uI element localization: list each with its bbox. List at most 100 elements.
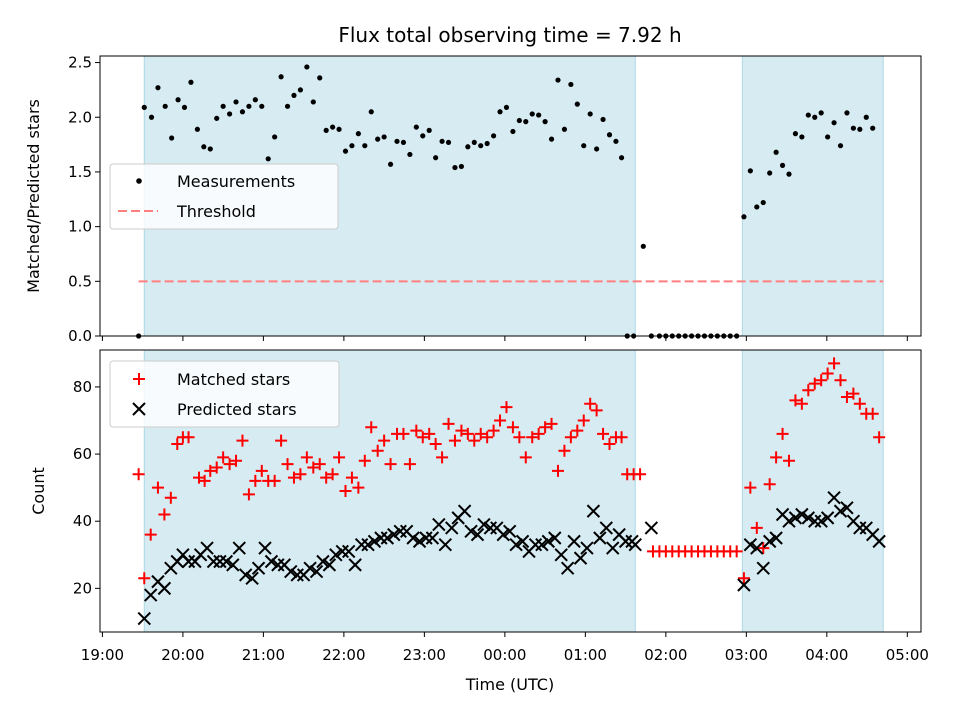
predicted-star-point xyxy=(795,507,809,522)
matched-star-point xyxy=(333,451,346,464)
matched-star-point xyxy=(776,427,789,440)
matched-star-point xyxy=(371,444,384,457)
y-tick-label: 2.5 xyxy=(68,54,92,72)
measurement-point xyxy=(317,75,323,81)
predicted-star-point xyxy=(801,511,816,525)
matched-star-point xyxy=(821,367,834,380)
measurement-point xyxy=(741,214,747,220)
predicted-star-point xyxy=(743,538,758,552)
predicted-star-point xyxy=(342,544,356,559)
matched-star-point xyxy=(750,521,763,534)
top-y-axis-label: Matched/Predicted stars xyxy=(24,99,43,293)
matched-star-point xyxy=(526,431,539,444)
measurement-point xyxy=(201,144,207,150)
predicted-legend-marker xyxy=(132,402,146,416)
matched-star-point xyxy=(757,542,770,555)
matched-star-point xyxy=(242,488,255,501)
measurement-point xyxy=(613,138,619,144)
predicted-star-point xyxy=(457,504,472,518)
x-tick-label: 01:00 xyxy=(564,646,607,664)
observing-span xyxy=(741,349,884,633)
matched-star-point xyxy=(873,431,886,444)
matched-star-point xyxy=(138,572,151,585)
matched-star-point xyxy=(384,458,397,471)
measurement-point xyxy=(148,114,155,120)
predicted-star-point xyxy=(374,531,388,545)
measurement-point xyxy=(812,114,818,120)
measurement-point xyxy=(561,126,568,132)
measurement-point xyxy=(548,136,555,142)
measurement-point xyxy=(349,143,355,149)
legend-threshold: Threshold xyxy=(176,202,256,221)
top-panel: 0.0 0.5 1.0 1.5 2.0 2.5 Matched/Predicted sta… xyxy=(24,54,922,345)
predicted-star-point xyxy=(509,538,523,552)
x-tick-label: 22:00 xyxy=(322,646,365,664)
matched-star-point xyxy=(474,427,487,440)
matched-star-point xyxy=(144,528,157,541)
matched-star-point xyxy=(410,424,423,437)
predicted-star-point xyxy=(840,501,854,515)
predicted-star-point xyxy=(470,527,485,542)
predicted-star-point xyxy=(290,568,304,582)
measurement-point xyxy=(536,112,542,118)
matched-star-point xyxy=(268,474,281,487)
predicted-star-point xyxy=(528,538,543,552)
matched-star-point xyxy=(789,394,802,407)
x-tick-label: 05:00 xyxy=(886,646,929,664)
predicted-star-point xyxy=(361,538,375,552)
measurement-point xyxy=(640,243,646,249)
matched-star-point xyxy=(487,424,500,437)
matched-star-point xyxy=(230,454,243,467)
predicted-star-point xyxy=(181,554,196,569)
matched-star-point xyxy=(210,461,223,474)
matched-star-point xyxy=(345,471,358,484)
matched-star-point xyxy=(564,431,577,444)
matched-star-point xyxy=(571,424,584,437)
y-tick-label: 1.0 xyxy=(68,218,92,236)
matched-star-point xyxy=(634,468,647,481)
predicted-star-point xyxy=(515,534,530,549)
predicted-star-point xyxy=(827,491,841,505)
y-tick-label: 2.0 xyxy=(68,108,92,126)
matched-star-point xyxy=(795,397,808,410)
matched-star-point xyxy=(481,431,494,444)
matched-star-point xyxy=(840,391,853,403)
top-legend: Measurements Threshold xyxy=(109,163,339,230)
predicted-star-point xyxy=(393,524,407,538)
predicted-star-point xyxy=(438,538,453,552)
matched-star-point xyxy=(847,387,860,400)
matched-star-point xyxy=(461,427,474,440)
predicted-star-point xyxy=(872,534,886,549)
legend-matched-stars: Matched stars xyxy=(177,370,290,389)
predicted-star-point xyxy=(137,611,151,626)
measurement-point xyxy=(362,143,368,149)
measurement-point xyxy=(606,132,613,138)
matched-star-point xyxy=(249,474,262,487)
matched-star-point xyxy=(730,545,743,558)
measurement-point xyxy=(523,119,529,125)
matched-star-point xyxy=(416,431,429,444)
measurement-point xyxy=(233,99,239,105)
matched-star-point xyxy=(358,454,371,467)
matched-star-point xyxy=(763,478,776,491)
predicted-star-point xyxy=(200,541,214,555)
measurement-point xyxy=(863,114,869,120)
measurement-point xyxy=(207,146,213,152)
measurement-point xyxy=(818,110,824,116)
matched-star-point xyxy=(423,427,436,440)
matched-star-point xyxy=(403,458,416,471)
matched-star-point xyxy=(853,397,866,410)
matched-star-point xyxy=(287,471,300,484)
measurement-point xyxy=(194,126,200,132)
measurement-point xyxy=(278,74,284,80)
matched-star-point xyxy=(294,468,307,481)
matched-star-point xyxy=(223,458,236,471)
x-tick-label: 21:00 xyxy=(242,646,285,664)
measurement-point xyxy=(831,120,837,126)
matched-star-point xyxy=(494,414,507,427)
matched-star-point xyxy=(770,451,783,464)
measurement-point xyxy=(490,133,497,139)
predicted-star-point xyxy=(219,554,234,569)
matched-star-point xyxy=(275,434,288,447)
measurement-point xyxy=(805,112,811,118)
